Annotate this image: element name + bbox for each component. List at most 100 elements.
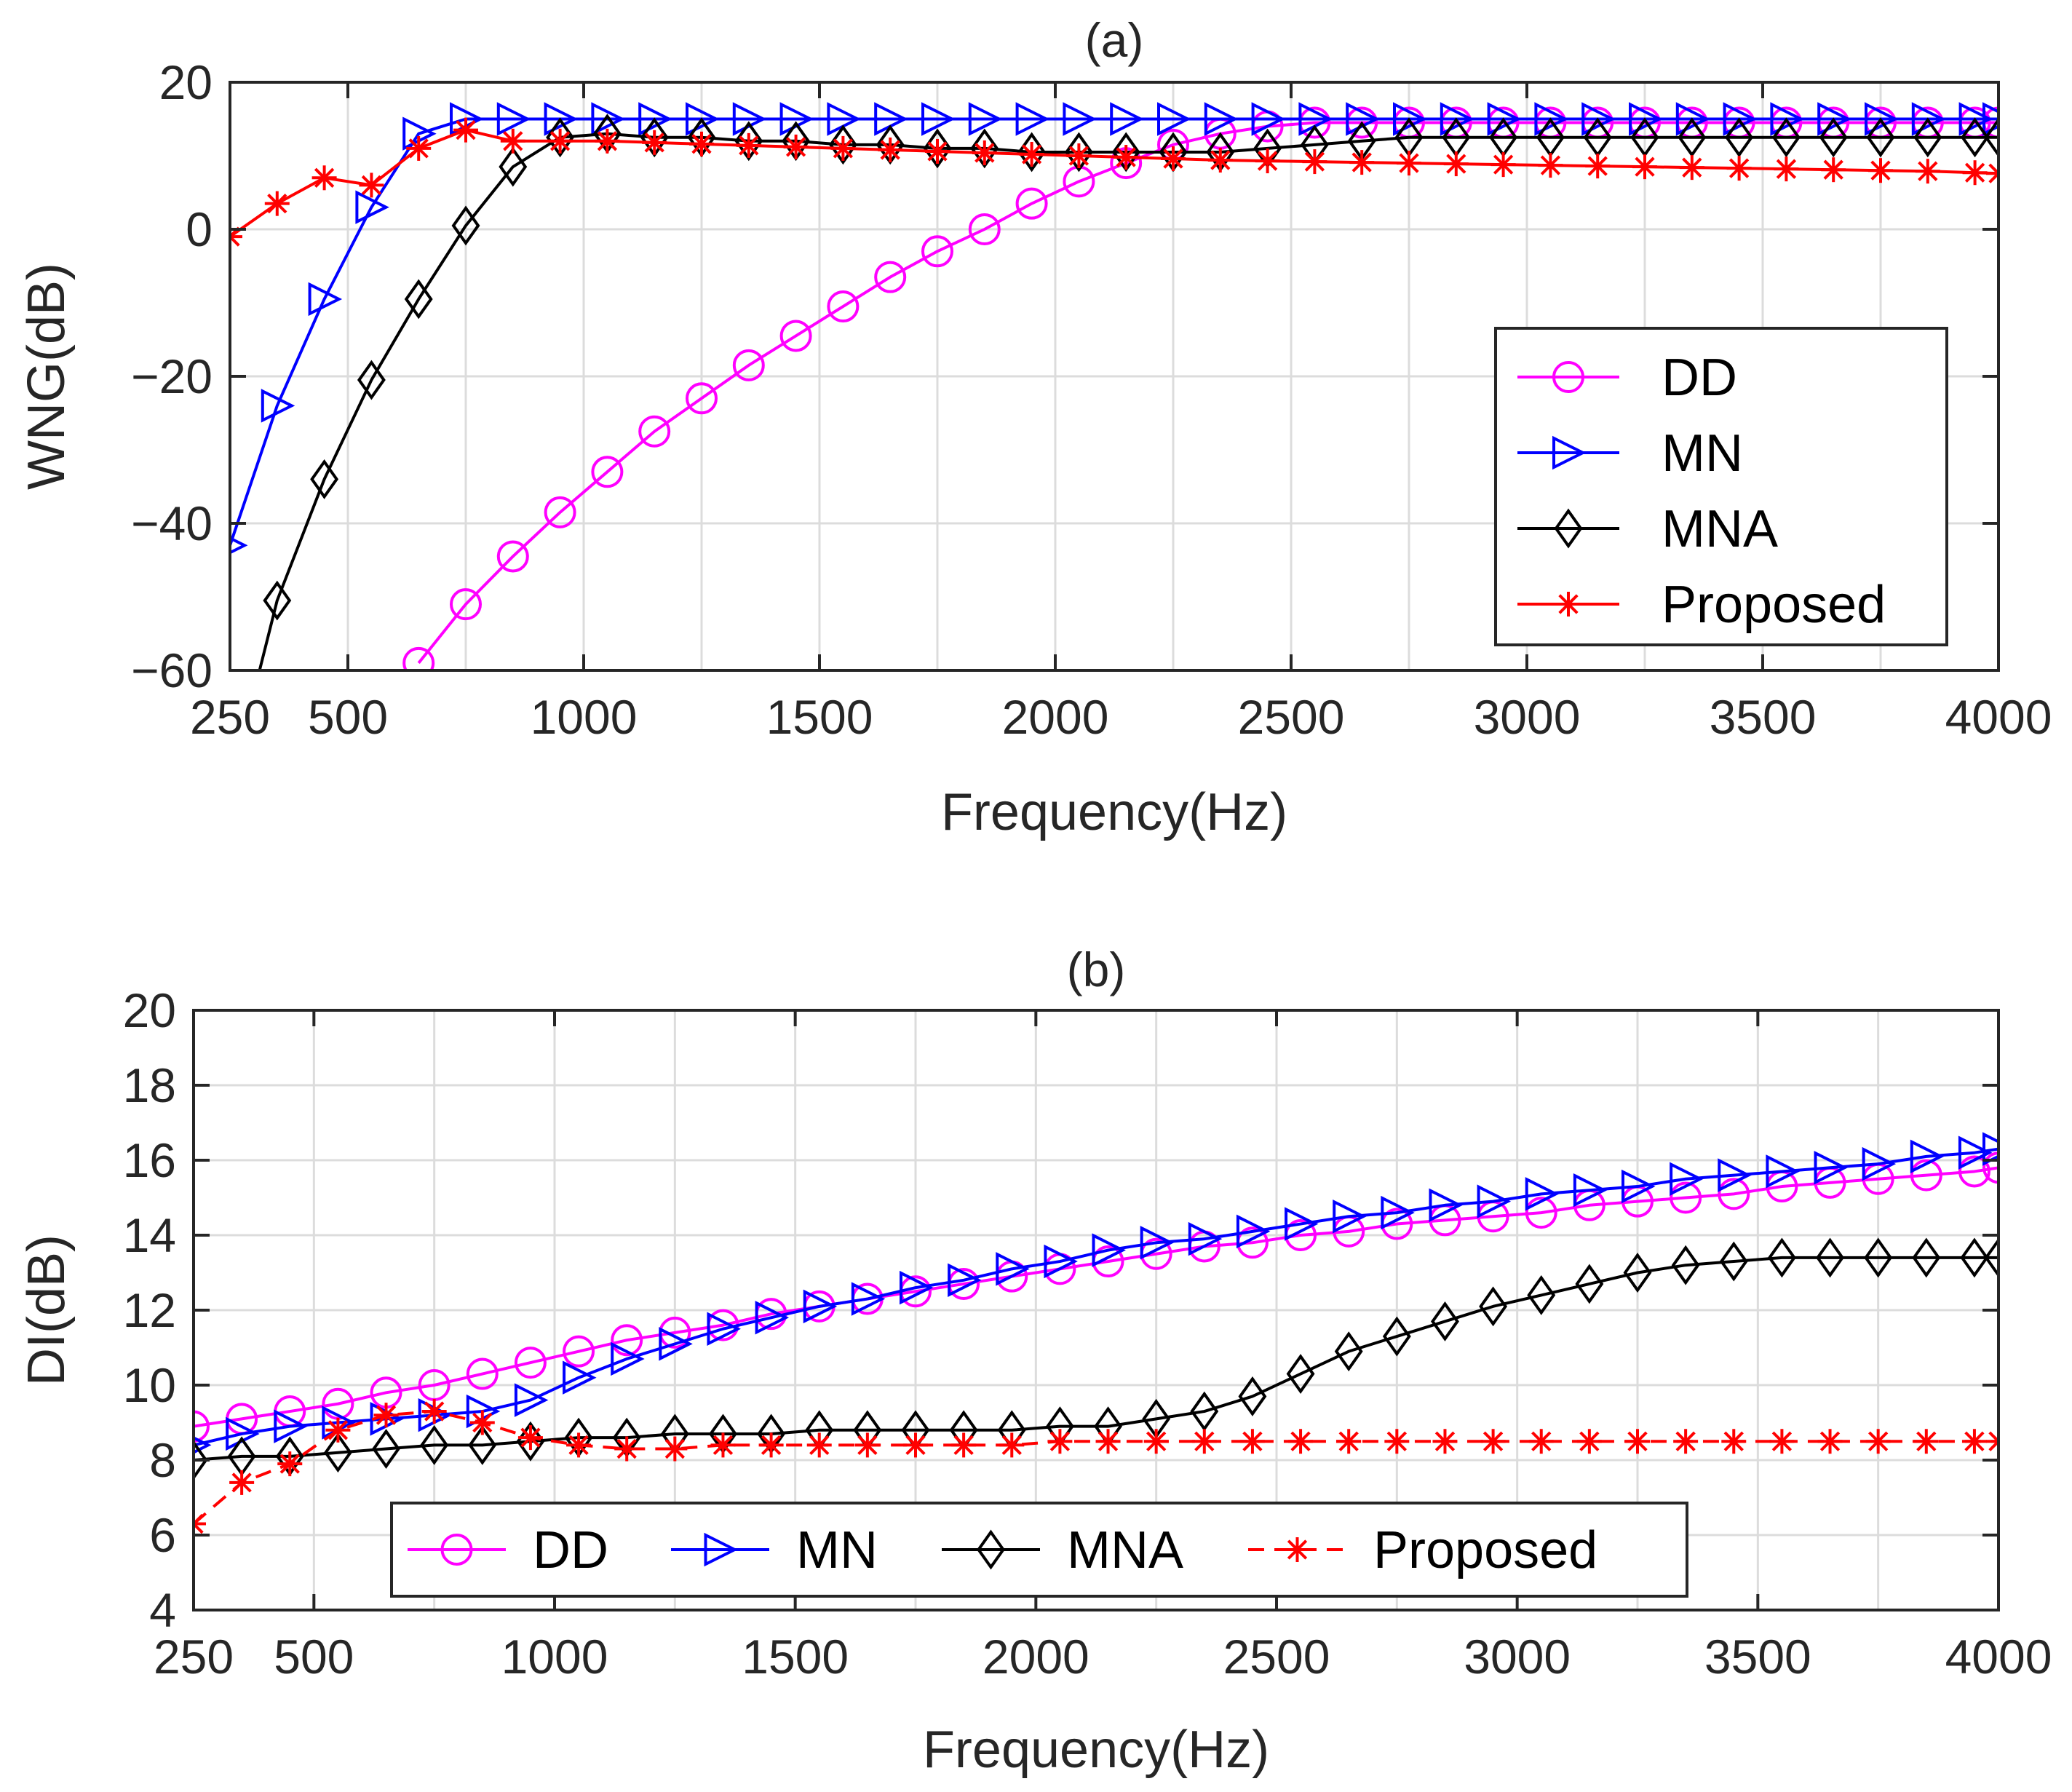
b-mn-point	[659, 1327, 693, 1361]
b-mna-point	[1238, 1376, 1267, 1416]
b-mn-point	[563, 1360, 597, 1395]
a-ytick-label: −40	[131, 496, 213, 550]
b-legend-item-mna: MNA	[942, 1521, 1183, 1579]
b-mn-point	[1814, 1151, 1849, 1185]
b-mna-point	[1431, 1301, 1459, 1341]
b-proposed-point	[469, 1410, 495, 1435]
a-mna-point	[1984, 117, 1998, 158]
a-proposed-point	[1161, 146, 1186, 172]
b-mn-point	[1140, 1226, 1175, 1260]
b-mn-point	[1381, 1195, 1415, 1230]
b-dd-line	[194, 1166, 1998, 1428]
a-dd-point	[1015, 187, 1048, 220]
b-mn-point	[1862, 1146, 1897, 1181]
a-dd-point	[496, 540, 529, 573]
b-ytick-label: 20	[123, 983, 176, 1037]
b-legend-label-proposed: Proposed	[1373, 1521, 1597, 1579]
b-legend-marker-dd	[440, 1534, 473, 1566]
a-proposed-point	[1585, 154, 1611, 179]
a-proposed-point	[1726, 156, 1752, 181]
a-dd-point	[591, 456, 624, 488]
b-mn-point	[1188, 1221, 1223, 1256]
b-mna-point	[1671, 1245, 1700, 1285]
a-proposed-point	[595, 128, 620, 154]
a-mn-point	[355, 190, 389, 224]
b-mna-point	[1382, 1316, 1411, 1357]
a-mna-point	[451, 205, 480, 246]
b-legend-marker-mna	[977, 1529, 1005, 1570]
a-proposed-point	[500, 128, 525, 154]
b-proposed-point	[373, 1403, 399, 1428]
b-mn-point	[707, 1312, 741, 1346]
a-proposed-point	[830, 135, 856, 161]
b-proposed-point	[1721, 1429, 1747, 1454]
a-dd-point	[732, 349, 765, 381]
b-legend-marker-mn	[704, 1532, 738, 1567]
b-mna-point	[372, 1429, 400, 1470]
a-mn-point	[1958, 102, 1993, 136]
a-mn-point	[1534, 102, 1568, 136]
b-mna-point	[420, 1424, 449, 1465]
b-mna-point	[1479, 1286, 1508, 1327]
a-proposed-point	[406, 135, 432, 161]
b-mna-point	[1623, 1253, 1652, 1293]
b-dd-point	[514, 1347, 547, 1379]
a-mna-point	[1819, 117, 1848, 158]
b-mna-point	[1286, 1354, 1315, 1395]
b-proposed-point	[806, 1432, 832, 1458]
b-mna-line	[194, 1256, 1998, 1462]
a-proposed-point	[547, 128, 573, 154]
b-proposed-point	[229, 1470, 255, 1495]
b-series-mn	[194, 1132, 1998, 1454]
b-mn-point	[1477, 1184, 1512, 1218]
b-ytick-label: 18	[123, 1058, 176, 1112]
panel-a-x-axis-label: Frequency(Hz)	[941, 783, 1287, 841]
b-dd-point	[1982, 1151, 1998, 1184]
a-mn-point	[968, 102, 1003, 136]
b-ytick-label: 8	[149, 1433, 176, 1487]
a-ytick-label: −60	[131, 643, 213, 697]
b-mna-point	[1575, 1264, 1604, 1304]
b-mna-point	[1190, 1391, 1219, 1432]
a-ytick-label: 0	[186, 202, 213, 256]
b-mn-point	[274, 1409, 308, 1443]
b-proposed-point	[421, 1399, 447, 1424]
b-proposed-point	[951, 1432, 977, 1458]
a-mn-point	[544, 102, 579, 136]
a-proposed-point	[311, 165, 337, 191]
a-xtick-label: 2500	[1238, 690, 1345, 744]
b-proposed-point	[710, 1432, 736, 1458]
b-mn-point	[1525, 1177, 1560, 1211]
a-mn-point	[1581, 102, 1616, 136]
b-mn-point	[851, 1282, 886, 1316]
a-proposed-point	[1349, 150, 1375, 175]
b-proposed-point	[1384, 1429, 1410, 1454]
b-proposed-point	[758, 1432, 784, 1458]
a-dd-point	[968, 213, 1001, 245]
a-dd-point	[921, 235, 953, 268]
a-proposed-point	[925, 138, 950, 164]
a-proposed-point	[1019, 141, 1044, 167]
b-dd-point	[1718, 1178, 1750, 1210]
b-xtick-label: 2500	[1223, 1630, 1330, 1684]
b-dd-point	[611, 1324, 643, 1357]
b-mn-point	[1622, 1169, 1656, 1204]
a-mn-point	[1393, 102, 1427, 136]
panel-a-legend: DD MN MNA Proposed	[1494, 327, 1948, 646]
a-proposed-point	[1066, 143, 1092, 168]
b-proposed-point	[1480, 1429, 1506, 1454]
b-proposed-point	[1769, 1429, 1795, 1454]
a-proposed-point	[1821, 157, 1846, 183]
a-legend-marker-mn	[1552, 435, 1587, 470]
b-xtick-label: 2000	[983, 1630, 1089, 1684]
a-mna-point	[1913, 117, 1942, 158]
b-dd-point	[1670, 1181, 1702, 1214]
panel-b-series	[194, 1132, 1998, 1537]
b-mn-point	[803, 1289, 838, 1324]
b-mna-point	[1719, 1241, 1748, 1282]
a-mn-point	[921, 102, 956, 136]
b-proposed-point	[1986, 1429, 1998, 1454]
a-proposed-point	[1868, 158, 1893, 183]
b-mna-point	[194, 1440, 208, 1480]
a-dd-point	[686, 382, 718, 415]
